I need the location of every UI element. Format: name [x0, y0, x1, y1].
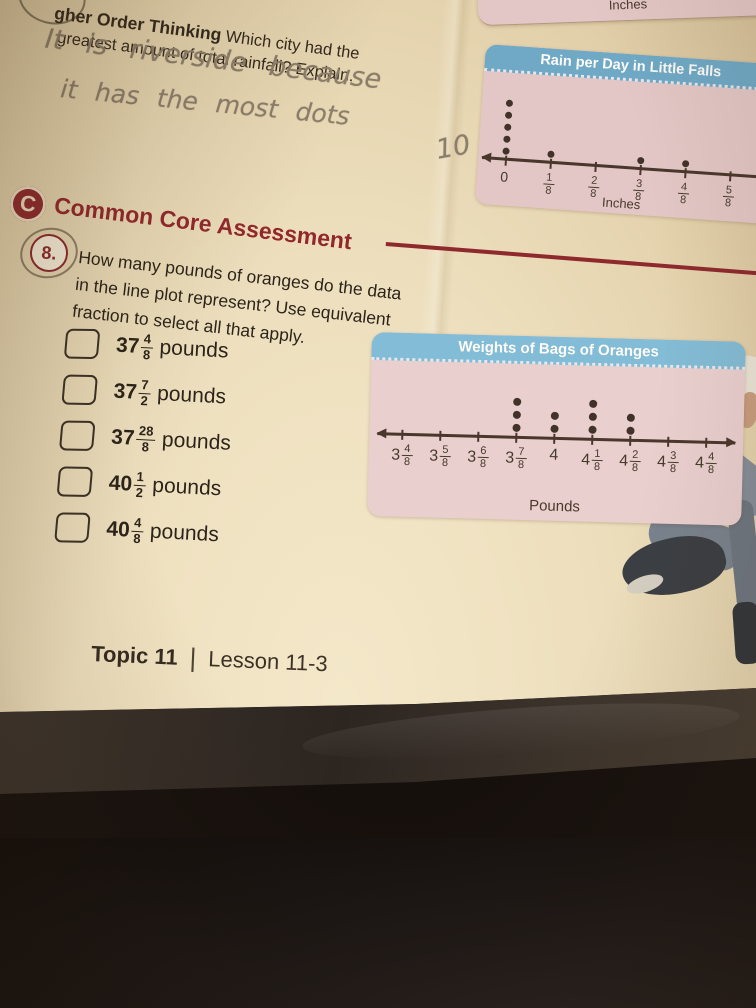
option-checkbox[interactable]: [58, 420, 96, 452]
dot-column: [478, 363, 480, 431]
axis-tick: [593, 161, 597, 172]
dot-column: [588, 366, 598, 434]
axis-tick: [504, 155, 507, 166]
dot-column: [668, 368, 670, 436]
dot-column: [730, 89, 736, 171]
axis-arrow-right-icon: [726, 436, 737, 448]
axis-tick: [477, 431, 480, 442]
desk-bottom: [0, 838, 756, 1008]
desk-surface: [0, 688, 756, 1008]
plot-column: 4: [534, 364, 575, 472]
dot-column: [512, 364, 522, 432]
dot-column: [547, 76, 560, 159]
axis-tick: [401, 429, 404, 440]
dot-column: [402, 361, 404, 429]
dot-column: [502, 73, 515, 155]
axis-tick: [728, 171, 732, 182]
footer-separator: |: [189, 642, 198, 673]
dot-column: [706, 369, 708, 437]
axis-tick: [553, 433, 556, 444]
footer-topic: Topic 11: [90, 640, 179, 670]
dot-column: [637, 82, 650, 165]
axis-tick: [515, 432, 518, 443]
dot-column: [681, 85, 695, 168]
tick-label: 4: [549, 446, 559, 464]
tick-label: 0: [499, 168, 509, 185]
handwritten-mark: 10: [433, 129, 473, 166]
axis-tick: [439, 430, 442, 441]
previous-chart-xlabel: Inches: [608, 0, 648, 13]
axis-tick: [638, 164, 642, 176]
answer-option-row: 37 28 8 pounds: [58, 418, 232, 461]
dot-column: [596, 79, 602, 161]
dot-column: [440, 362, 442, 430]
axis-tick: [591, 434, 594, 445]
axis-tick: [705, 437, 708, 448]
axis-tick: [629, 435, 632, 446]
option-checkbox[interactable]: [63, 328, 101, 360]
option-checkbox[interactable]: [61, 374, 98, 406]
option-checkbox[interactable]: [54, 512, 91, 543]
axis-tick: [683, 168, 687, 179]
option-label: 37 28 8 pounds: [110, 423, 232, 455]
photo-sneaker: [731, 601, 756, 665]
dot-column: [550, 365, 560, 433]
oranges-chart-xlabel: Pounds: [528, 497, 581, 516]
axis-tick: [548, 158, 552, 169]
option-checkbox[interactable]: [56, 466, 94, 497]
dot-column: [626, 367, 636, 435]
footer-lesson: Lesson 11-3: [207, 645, 329, 676]
axis-tick: [667, 436, 670, 447]
